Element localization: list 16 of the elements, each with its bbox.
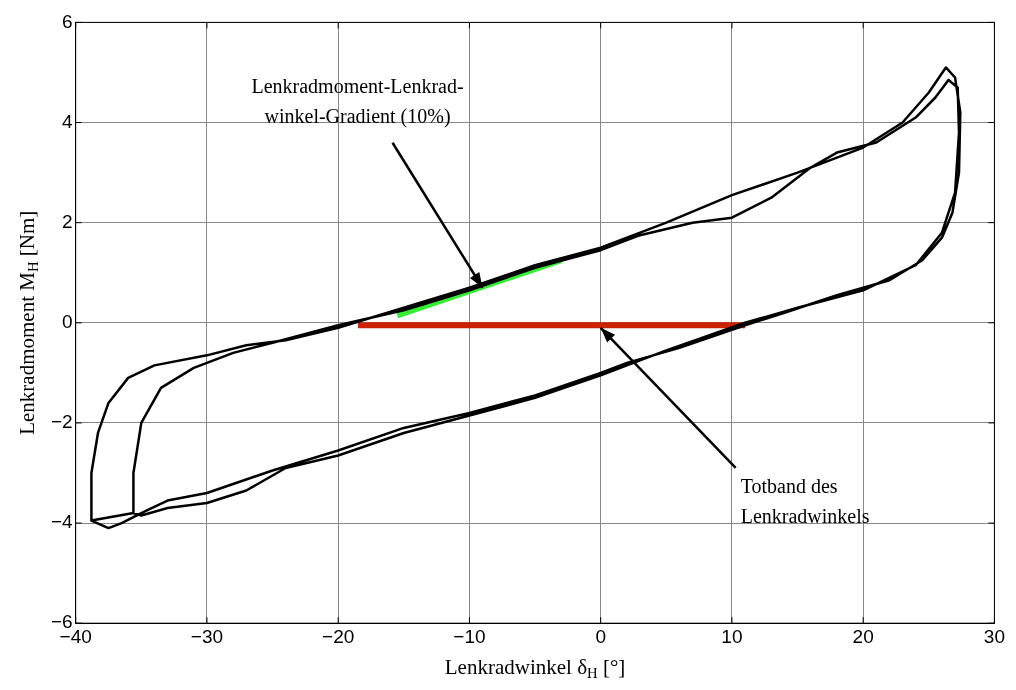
x-tick-label: 20	[852, 625, 874, 647]
annotation: Totband des Lenkradwinkels	[740, 475, 870, 528]
y-tick-label: 2	[62, 210, 73, 232]
y-tick-label: −4	[50, 511, 74, 533]
x-tick-label: 10	[721, 625, 743, 647]
y-tick-label: 6	[62, 10, 73, 32]
x-tick-label: −20	[322, 625, 355, 647]
x-tick-label: −30	[190, 625, 224, 647]
y-tick-label: −2	[50, 411, 73, 433]
x-tick-label: 30	[983, 625, 1005, 647]
x-tick-label: −10	[453, 625, 486, 647]
annotation: Lenkradmoment-Lenkrad- winkel-Gradient (10%)	[251, 75, 464, 128]
y-axis-title: Lenkradmoment MH [Nm]	[14, 210, 42, 435]
y-tick-label: 0	[62, 311, 73, 333]
y-tick-label: 4	[62, 110, 74, 132]
x-tick-label: 0	[595, 625, 606, 647]
